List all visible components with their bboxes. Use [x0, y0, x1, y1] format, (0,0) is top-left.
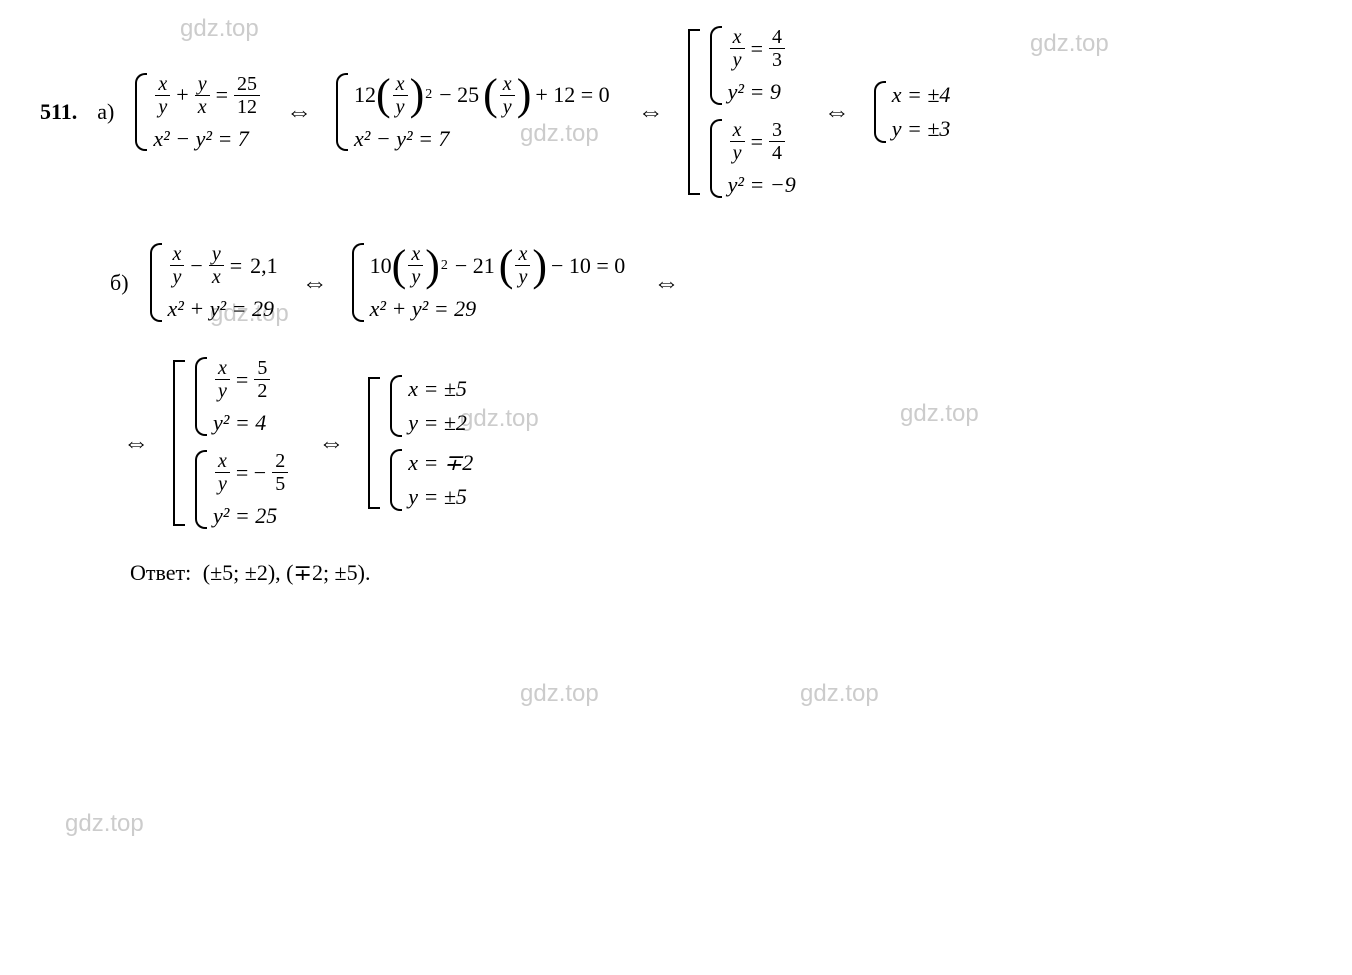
equation: x = ∓2 [408, 450, 473, 476]
equation: y = ±3 [892, 116, 951, 142]
union-b-step3: xy = 52 y² = 4 xy = − 25 [167, 351, 300, 535]
part-label-b: б) [110, 270, 129, 296]
iff-icon: ⇔ [123, 428, 149, 458]
brace-icon [330, 69, 348, 156]
equation: xy − yx = 2,1 [168, 243, 278, 288]
equation: xy = 43 [728, 26, 787, 71]
part-b-line1: б) xy − yx = 2,1 x² + y² = 29 ⇔ 10 (xy [105, 239, 1312, 326]
problem-number: 511. [40, 99, 77, 125]
brace-icon [144, 239, 162, 326]
brace-icon [346, 239, 364, 326]
system-a-step1: xy + yx = 2512 x² − y² = 7 [129, 69, 268, 156]
equation: xy = 52 [213, 357, 272, 402]
iff-icon: ⇔ [318, 428, 344, 458]
equation: y² = 25 [213, 503, 290, 529]
part-label-a: а) [97, 99, 114, 125]
answer-value: (±5; ±2), (∓2; ±5). [203, 560, 371, 585]
equation: xy = − 25 [213, 450, 290, 495]
equation: x² + y² = 29 [168, 296, 278, 322]
equation: xy = 34 [728, 119, 796, 164]
brace-icon [189, 353, 207, 440]
watermark: gdz.top [65, 810, 144, 838]
watermark: gdz.top [800, 680, 879, 708]
union-a-step3: xy = 43 y² = 9 xy = 34 [682, 20, 806, 204]
iff-icon: ⇔ [286, 97, 312, 127]
brace-icon [384, 446, 402, 514]
system-b-step1: xy − yx = 2,1 x² + y² = 29 [144, 239, 284, 326]
equation: y = ±5 [408, 484, 473, 510]
equation: y = ±2 [408, 410, 467, 436]
equation: x² − y² = 7 [354, 126, 614, 152]
equation: x = ±5 [408, 376, 467, 402]
union-b-step4: x = ±5 y = ±2 x = ∓2 y = ±5 [362, 370, 483, 516]
equation: x² − y² = 7 [153, 126, 262, 152]
iff-icon: ⇔ [302, 268, 328, 298]
part-b-line2: ⇔ xy = 52 y² = 4 [115, 351, 1312, 535]
system-a-step4: x = ±4 y = ±3 [868, 78, 957, 146]
brace-icon [704, 22, 722, 109]
bracket-icon [362, 370, 380, 516]
brace-icon [384, 372, 402, 440]
bracket-icon [167, 351, 185, 535]
equation: y² = −9 [728, 172, 796, 198]
iff-icon: ⇔ [824, 97, 850, 127]
answer-line: Ответ: (±5; ±2), (∓2; ±5). [130, 560, 1312, 586]
watermark: gdz.top [520, 680, 599, 708]
equation: x = ±4 [892, 82, 951, 108]
iff-icon: ⇔ [653, 268, 679, 298]
equation: x² + y² = 29 [370, 296, 630, 322]
part-a-line: 511. а) xy + yx = 2512 x² − y² = 7 ⇔ [40, 20, 1312, 204]
answer-label: Ответ: [130, 560, 191, 585]
bracket-icon [682, 20, 700, 204]
brace-icon [868, 78, 886, 146]
iff-icon: ⇔ [638, 97, 664, 127]
equation: xy + yx = 2512 [153, 73, 262, 118]
equation: y² = 4 [213, 410, 272, 436]
brace-icon [189, 446, 207, 533]
equation: 12 (xy) 2 − 25 (xy) + 12 = 0 [354, 73, 614, 118]
brace-icon [704, 115, 722, 202]
system-b-step2: 10 (xy) 2 − 21 (xy) − 10 = 0 x² + y² = 2… [346, 239, 636, 326]
brace-icon [129, 69, 147, 156]
equation: y² = 9 [728, 79, 787, 105]
system-a-step2: 12 (xy) 2 − 25 (xy) + 12 = 0 x² − y² = 7 [330, 69, 620, 156]
math-problem-511: gdz.top gdz.top gdz.top gdz.top gdz.top … [40, 20, 1312, 586]
equation: 10 (xy) 2 − 21 (xy) − 10 = 0 [370, 243, 630, 288]
